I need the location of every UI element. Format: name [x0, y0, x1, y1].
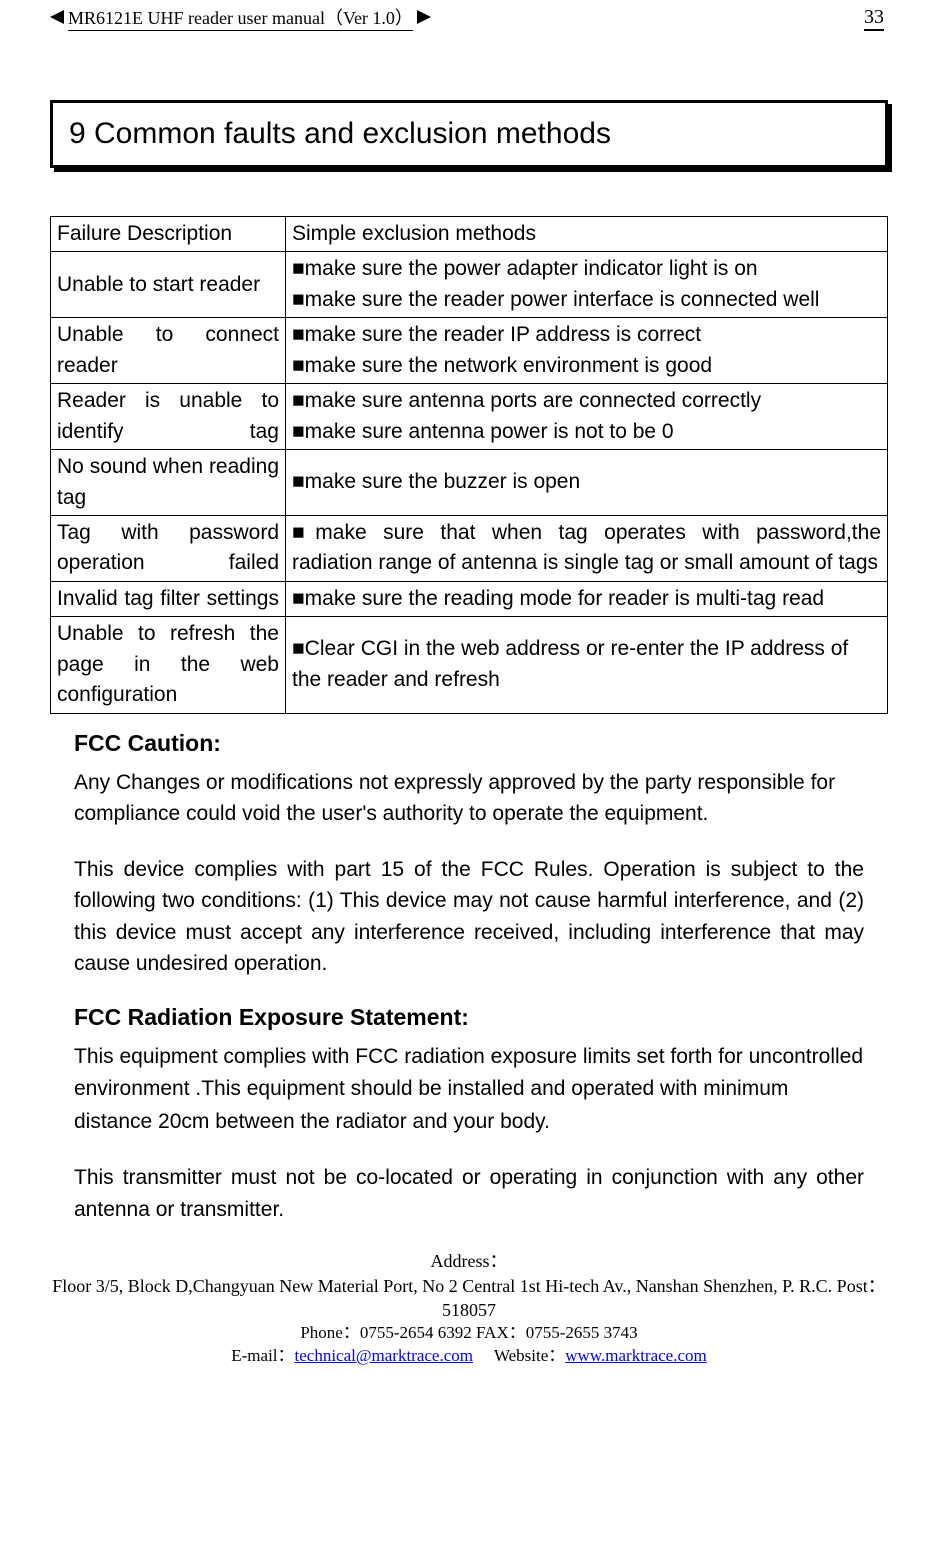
page-header: MR6121E UHF reader user manual（Ver 1.0） … — [50, 0, 888, 30]
fault-description: Unable to refresh the page in the web co… — [51, 617, 286, 713]
page-footer: Address： Floor 3/5, Block D,Changyuan Ne… — [50, 1249, 888, 1368]
footer-email-link[interactable]: technical@marktrace.com — [295, 1346, 473, 1365]
fcc-caution-p2: This device complies with part 15 of the… — [74, 854, 864, 980]
table-row: Unable to start reader ■make sure the po… — [51, 252, 888, 318]
table-row: Unable to refresh the page in the web co… — [51, 617, 888, 713]
fault-exclusion: ■make sure the power adapter indicator l… — [286, 252, 888, 318]
footer-website-link[interactable]: www.marktrace.com — [565, 1346, 706, 1365]
table-header-row: Failure Description Simple exclusion met… — [51, 217, 888, 252]
table-row: Invalid tag filter settings ■make sure t… — [51, 581, 888, 616]
fault-description: Tag with password operation failed — [51, 515, 286, 581]
fault-exclusion: ■make sure the reading mode for reader i… — [286, 581, 888, 616]
footer-website-label: Website： — [473, 1346, 565, 1365]
table-header-col2: Simple exclusion methods — [286, 217, 888, 252]
footer-phone-fax: Phone：0755-2654 6392 FAX：0755-2655 3743 — [50, 1322, 888, 1345]
fcc-caution-p1: Any Changes or modifications not express… — [74, 767, 864, 830]
footer-email-label: E-mail： — [231, 1346, 294, 1365]
fcc-radiation-p2: This transmitter must not be co-located … — [74, 1162, 864, 1225]
fault-description: Invalid tag filter settings — [51, 581, 286, 616]
fault-exclusion: ■make sure the buzzer is open — [286, 450, 888, 516]
table-row: No sound when reading tag ■make sure the… — [51, 450, 888, 516]
fault-description: Reader is unable to identify tag — [51, 384, 286, 450]
fault-exclusion: ■Clear CGI in the web address or re-ente… — [286, 617, 888, 713]
fcc-caution-heading: FCC Caution: — [74, 730, 864, 757]
fault-description: No sound when reading tag — [51, 450, 286, 516]
table-row: Reader is unable to identify tag ■make s… — [51, 384, 888, 450]
footer-address: Floor 3/5, Block D,Changyuan New Materia… — [50, 1274, 888, 1323]
fault-exclusion: ■make sure the reader IP address is corr… — [286, 318, 888, 384]
fault-exclusion: ■make sure that when tag operates with p… — [286, 515, 888, 581]
table-header-col1: Failure Description — [51, 217, 286, 252]
fault-exclusion: ■make sure antenna ports are connected c… — [286, 384, 888, 450]
page-number: 33 — [864, 6, 888, 29]
triangle-left-icon — [50, 10, 64, 24]
footer-contact-line: E-mail：technical@marktrace.com Website：w… — [50, 1345, 888, 1368]
fault-description: Unable to start reader — [51, 252, 286, 318]
triangle-right-icon — [417, 10, 431, 24]
header-title: MR6121E UHF reader user manual（Ver 1.0） — [68, 4, 413, 30]
faults-table: Failure Description Simple exclusion met… — [50, 216, 888, 714]
table-row: Tag with password operation failed ■make… — [51, 515, 888, 581]
header-title-wrap: MR6121E UHF reader user manual（Ver 1.0） — [50, 4, 431, 30]
section-title: 9 Common faults and exclusion methods — [69, 117, 869, 151]
table-row: Unable to connect reader ■make sure the … — [51, 318, 888, 384]
footer-address-label: Address： — [50, 1249, 888, 1273]
section-title-box: 9 Common faults and exclusion methods — [50, 100, 888, 168]
fault-description: Unable to connect reader — [51, 318, 286, 384]
body-text: FCC Caution: Any Changes or modification… — [50, 730, 888, 1226]
fcc-radiation-heading: FCC Radiation Exposure Statement: — [74, 1004, 864, 1031]
fcc-radiation-p1: This equipment complies with FCC radiati… — [74, 1041, 864, 1139]
